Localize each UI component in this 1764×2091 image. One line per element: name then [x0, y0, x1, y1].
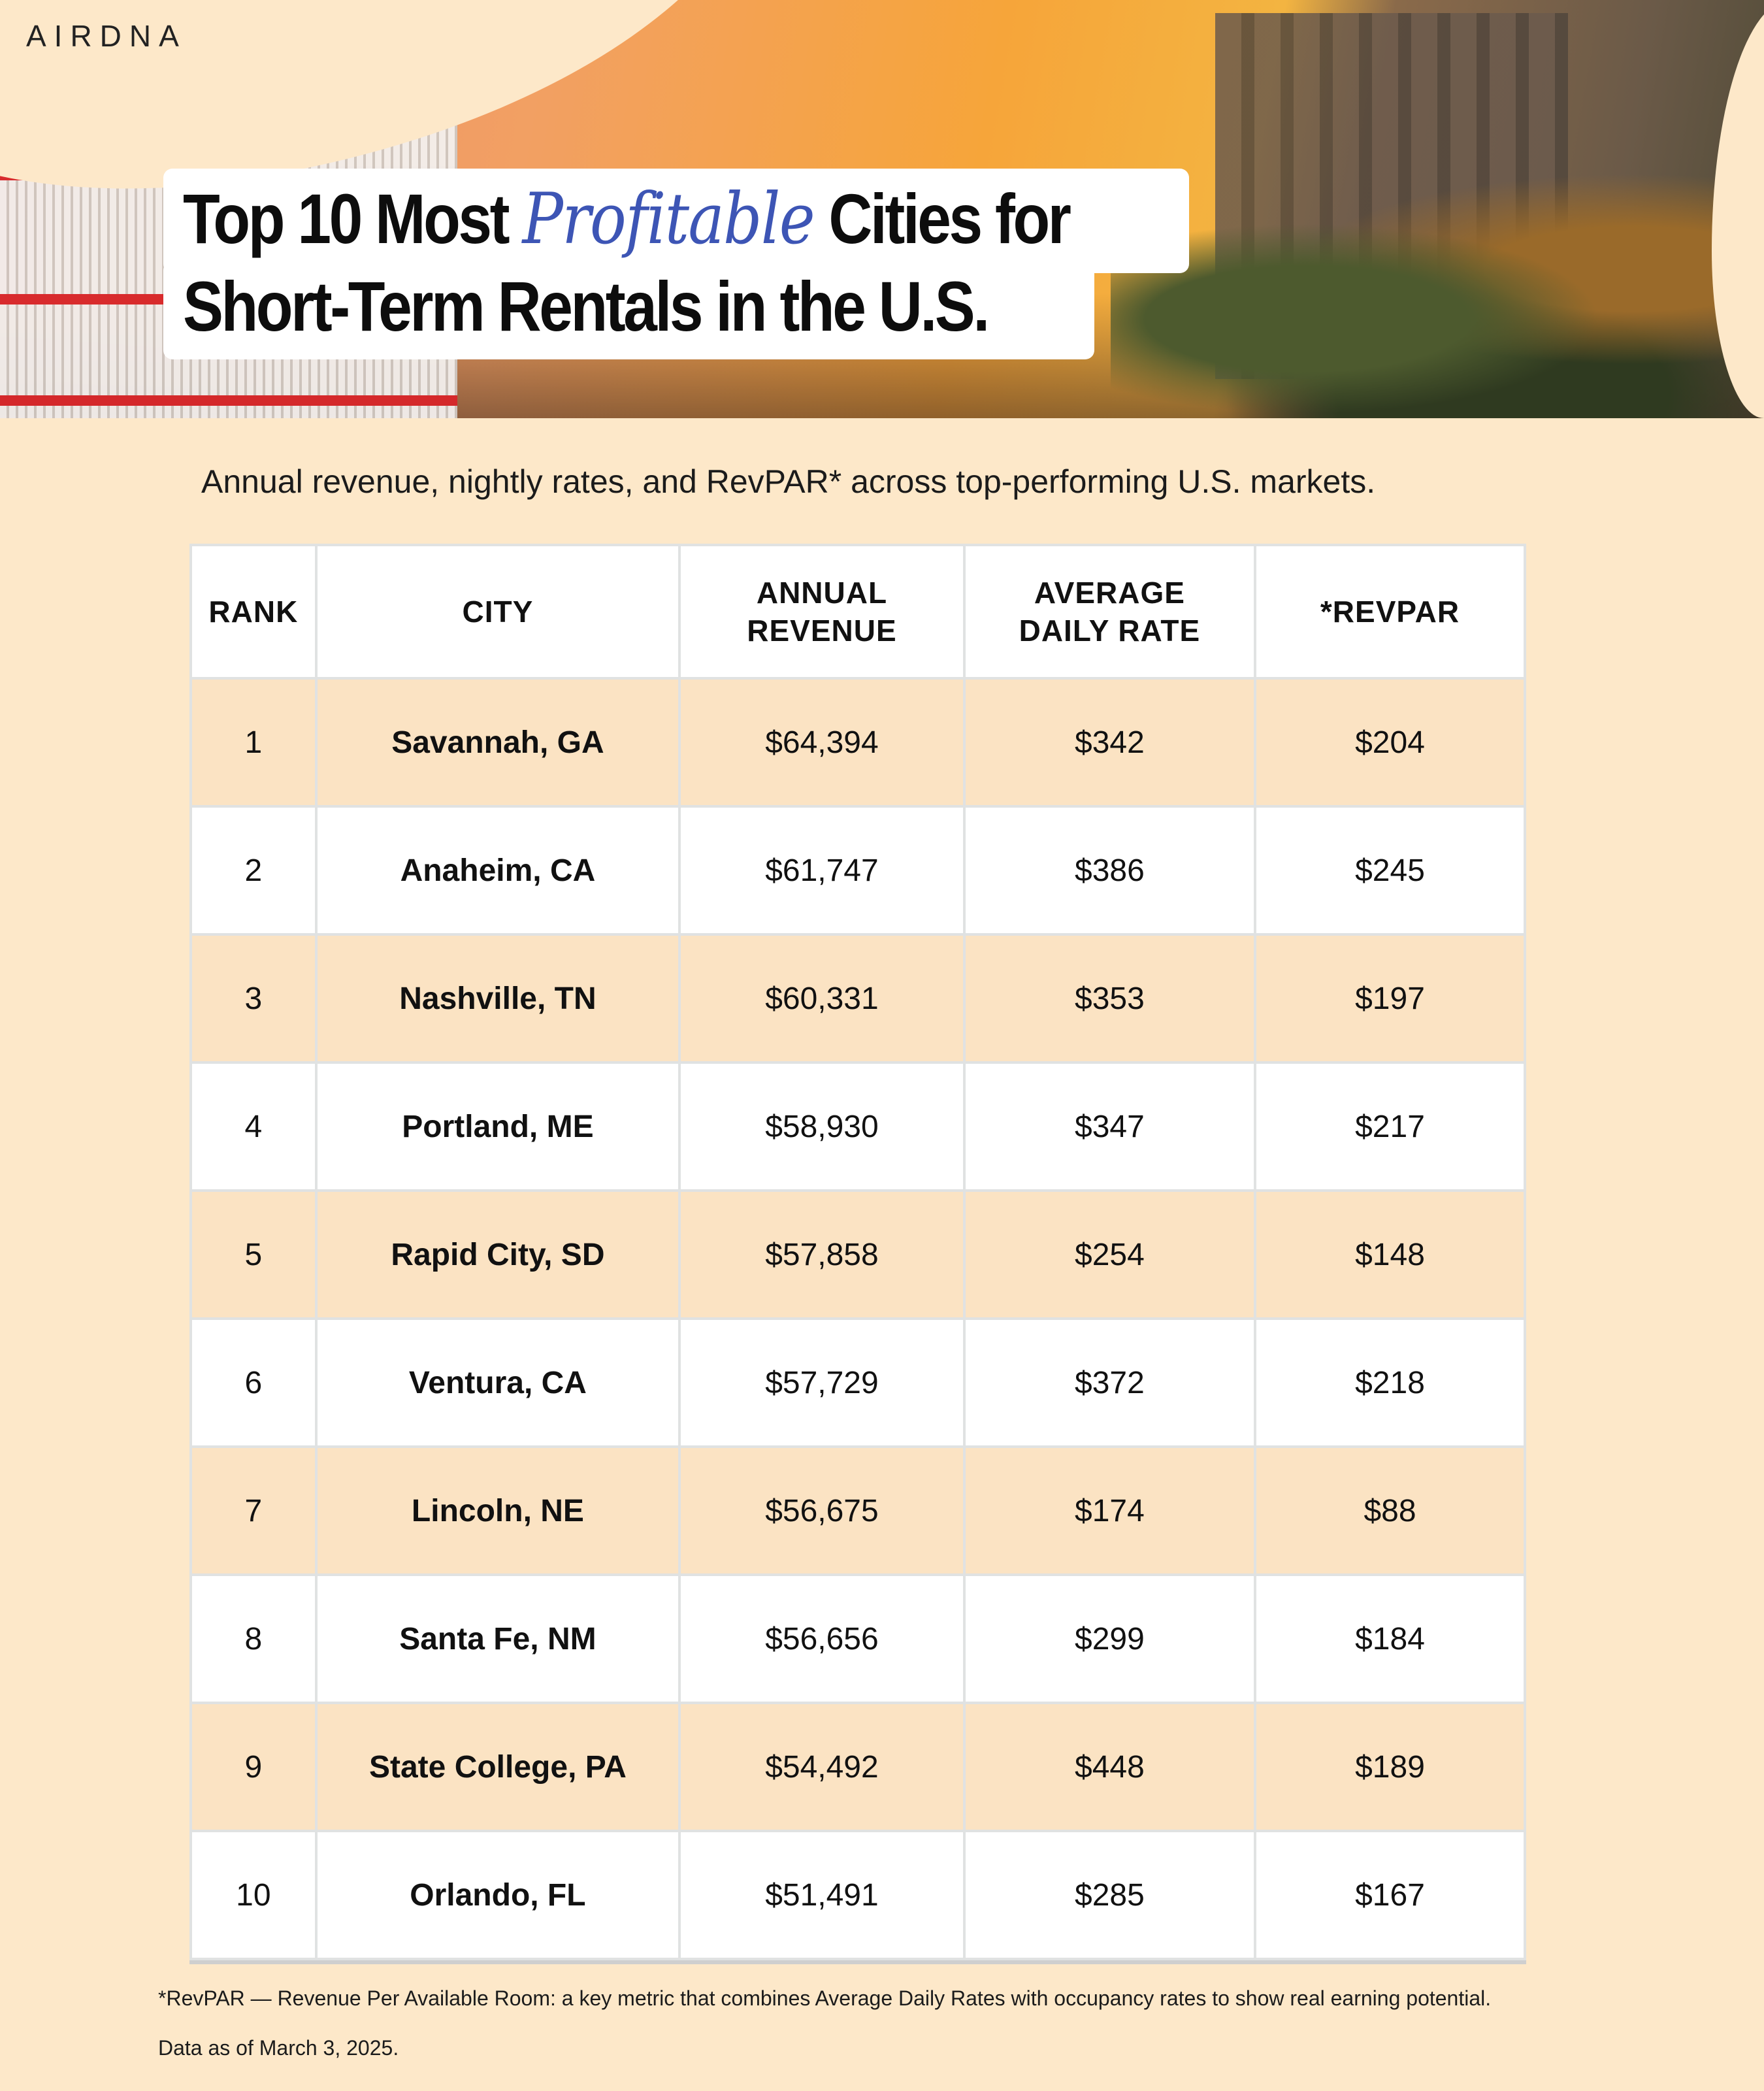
- table-row: 9 State College, PA $54,492 $448 $189: [189, 1702, 1526, 1832]
- title-text: Cities for: [828, 179, 1071, 258]
- city-cell: Portland, ME: [314, 1061, 681, 1192]
- rank-cell: 9: [189, 1702, 318, 1832]
- revpar-cell: $189: [1254, 1702, 1526, 1832]
- annual-revenue-cell: $60,331: [678, 933, 966, 1064]
- annual-revenue-cell: $64,394: [678, 677, 966, 808]
- title-box: [163, 169, 1189, 273]
- header-city: CITY: [314, 544, 681, 680]
- airdna-logo: AIRDNA: [26, 19, 187, 53]
- table-header-row: RANK CITY ANNUAL REVENUE AVERAGE DAILY R…: [189, 544, 1526, 680]
- rank-cell: 5: [189, 1189, 318, 1320]
- revpar-cell: $204: [1254, 677, 1526, 808]
- rank-cell: 1: [189, 677, 318, 808]
- boat-stripe: [0, 395, 457, 406]
- table-row: 5 Rapid City, SD $57,858 $254 $148: [189, 1189, 1526, 1320]
- revpar-cell: $217: [1254, 1061, 1526, 1192]
- average-daily-rate-cell: $299: [962, 1573, 1257, 1704]
- header-revpar: *REVPAR: [1254, 544, 1526, 680]
- annual-revenue-cell: $61,747: [678, 805, 966, 936]
- data-date: Data as of March 3, 2025.: [158, 2036, 399, 2060]
- title-box: [163, 261, 1094, 359]
- rank-cell: 7: [189, 1445, 318, 1576]
- city-cell: Nashville, TN: [314, 933, 681, 1064]
- average-daily-rate-cell: $386: [962, 805, 1257, 936]
- average-daily-rate-cell: $342: [962, 677, 1257, 808]
- rank-cell: 3: [189, 933, 318, 1064]
- average-daily-rate-cell: $353: [962, 933, 1257, 1064]
- table-row: 3 Nashville, TN $60,331 $353 $197: [189, 933, 1526, 1064]
- rankings-table: RANK CITY ANNUAL REVENUE AVERAGE DAILY R…: [189, 544, 1526, 1960]
- revpar-cell: $245: [1254, 805, 1526, 936]
- table-row: 2 Anaheim, CA $61,747 $386 $245: [189, 805, 1526, 936]
- average-daily-rate-cell: $347: [962, 1061, 1257, 1192]
- rank-cell: 6: [189, 1317, 318, 1448]
- average-daily-rate-cell: $174: [962, 1445, 1257, 1576]
- table-row: 10 Orlando, FL $51,491 $285 $167: [189, 1830, 1526, 1960]
- revpar-cell: $184: [1254, 1573, 1526, 1704]
- revpar-cell: $148: [1254, 1189, 1526, 1320]
- city-cell: Ventura, CA: [314, 1317, 681, 1448]
- city-cell: Savannah, GA: [314, 677, 681, 808]
- trees-photo: [1111, 170, 1764, 418]
- annual-revenue-cell: $54,492: [678, 1702, 966, 1832]
- revpar-cell: $218: [1254, 1317, 1526, 1448]
- annual-revenue-cell: $51,491: [678, 1830, 966, 1960]
- rank-cell: 2: [189, 805, 318, 936]
- rank-cell: 10: [189, 1830, 318, 1960]
- table-row: 6 Ventura, CA $57,729 $372 $218: [189, 1317, 1526, 1448]
- revpar-cell: $197: [1254, 933, 1526, 1064]
- average-daily-rate-cell: $285: [962, 1830, 1257, 1960]
- title-text: Top 10 Most: [183, 179, 510, 258]
- city-cell: Rapid City, SD: [314, 1189, 681, 1320]
- title-highlight: Profitable: [522, 178, 815, 260]
- footnote: *RevPAR — Revenue Per Available Room: a …: [158, 1986, 1492, 2010]
- header-annual-revenue: ANNUAL REVENUE: [678, 544, 966, 680]
- page-title-line1: Top 10 Most Profitable Cities for: [183, 178, 1071, 260]
- rank-cell: 8: [189, 1573, 318, 1704]
- average-daily-rate-cell: $254: [962, 1189, 1257, 1320]
- annual-revenue-cell: $56,656: [678, 1573, 966, 1704]
- city-cell: Lincoln, NE: [314, 1445, 681, 1576]
- header-average-daily-rate: AVERAGE DAILY RATE: [962, 544, 1257, 680]
- subtitle: Annual revenue, nightly rates, and RevPA…: [201, 463, 1376, 500]
- table-row: 7 Lincoln, NE $56,675 $174 $88: [189, 1445, 1526, 1576]
- revpar-cell: $88: [1254, 1445, 1526, 1576]
- city-cell: Santa Fe, NM: [314, 1573, 681, 1704]
- table-row: 4 Portland, ME $58,930 $347 $217: [189, 1061, 1526, 1192]
- annual-revenue-cell: $57,858: [678, 1189, 966, 1320]
- annual-revenue-cell: $58,930: [678, 1061, 966, 1192]
- header-rank: RANK: [189, 544, 318, 680]
- page-title-line2: Short-Term Rentals in the U.S.: [183, 267, 990, 346]
- table-row: 8 Santa Fe, NM $56,656 $299 $184: [189, 1573, 1526, 1704]
- city-cell: Anaheim, CA: [314, 805, 681, 936]
- average-daily-rate-cell: $448: [962, 1702, 1257, 1832]
- table-row: 1 Savannah, GA $64,394 $342 $204: [189, 677, 1526, 808]
- city-cell: Orlando, FL: [314, 1830, 681, 1960]
- rank-cell: 4: [189, 1061, 318, 1192]
- city-cell: State College, PA: [314, 1702, 681, 1832]
- average-daily-rate-cell: $372: [962, 1317, 1257, 1448]
- annual-revenue-cell: $57,729: [678, 1317, 966, 1448]
- annual-revenue-cell: $56,675: [678, 1445, 966, 1576]
- revpar-cell: $167: [1254, 1830, 1526, 1960]
